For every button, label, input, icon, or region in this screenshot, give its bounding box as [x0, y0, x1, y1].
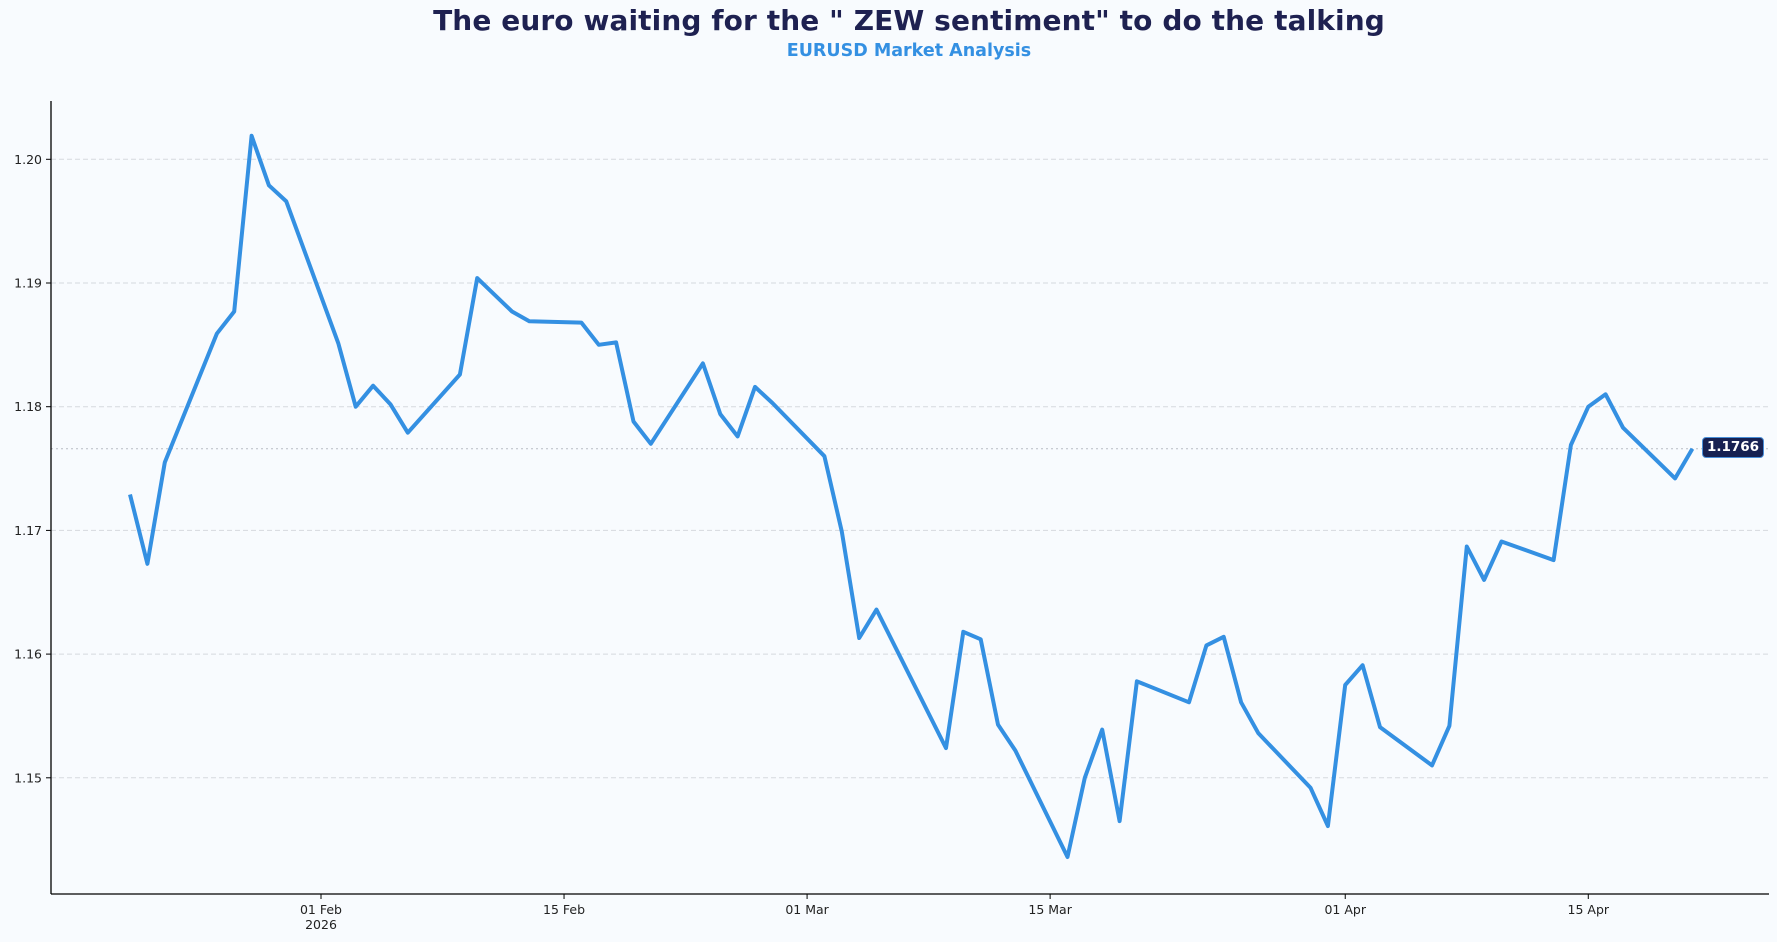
chart-subtitle: EURUSD Market Analysis [786, 41, 1032, 61]
x-tick-year-label: 2026 [305, 917, 337, 932]
y-tick-label: 1.19 [14, 276, 42, 291]
eurusd-price-line [128, 133, 1695, 859]
x-tick-label: 01 Mar [785, 902, 829, 917]
y-tick-label: 1.20 [14, 152, 42, 167]
chart-title: The euro waiting for the " ZEW sentiment… [433, 4, 1385, 37]
last-value-badge: 1.1766 [1702, 437, 1764, 458]
x-tick-label: 01 Feb [300, 902, 342, 917]
y-tick-label: 1.18 [14, 399, 42, 414]
y-tick-label: 1.15 [14, 770, 42, 785]
x-tick-label: 15 Feb [543, 902, 585, 917]
x-tick-label: 15 Apr [1568, 902, 1610, 917]
x-tick-label: 15 Mar [1028, 902, 1072, 917]
y-tick-label: 1.17 [14, 523, 42, 538]
y-tick-label: 1.16 [14, 647, 42, 662]
y-axis: 1.15 1.16 1.17 1.18 1.19 1.20 [14, 152, 51, 785]
x-tick-label: 01 Apr [1324, 902, 1366, 917]
grid-lines [51, 158, 1769, 779]
